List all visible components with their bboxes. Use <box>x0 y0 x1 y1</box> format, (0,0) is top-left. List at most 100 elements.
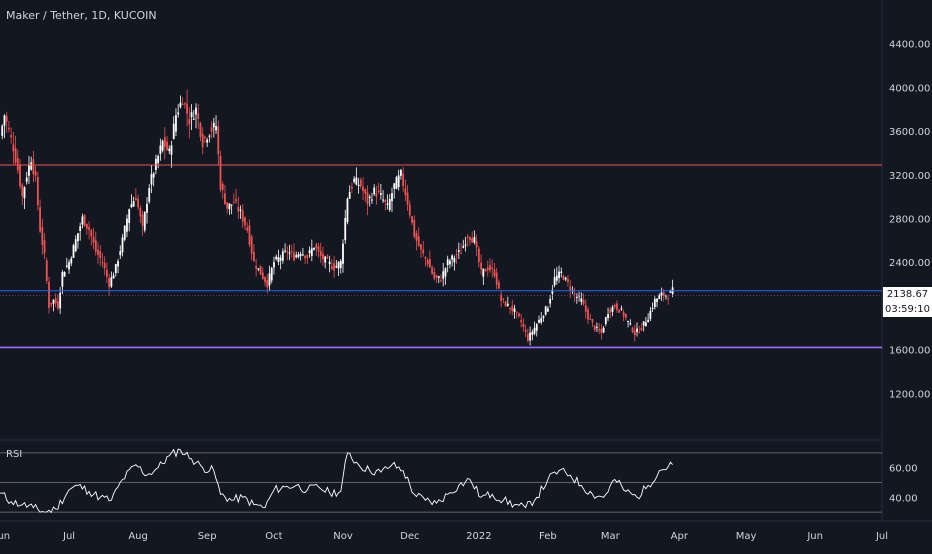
candle-body <box>14 148 17 163</box>
candle-body <box>547 308 549 312</box>
candle-body <box>636 328 638 332</box>
candle-body <box>204 136 206 139</box>
candle-body <box>313 247 315 250</box>
candle-body <box>633 330 636 335</box>
time-axis-tick-label: Feb <box>539 531 557 542</box>
candle-body <box>232 201 235 203</box>
time-axis-tick-label: May <box>736 531 757 542</box>
candle-body <box>330 266 333 269</box>
candle-body <box>277 257 280 263</box>
time-axis-tick-label: Jul <box>62 531 75 542</box>
candle-body <box>549 298 552 304</box>
candle-body <box>371 199 373 201</box>
candle-body <box>219 155 222 190</box>
candle-body <box>656 298 658 302</box>
candle-body <box>616 303 618 310</box>
candle-body <box>94 240 97 252</box>
candle-body <box>495 272 498 285</box>
candle-body <box>286 251 289 253</box>
candle-body <box>32 159 35 175</box>
candle-body <box>5 115 8 122</box>
candle-body <box>506 303 509 306</box>
candle-body <box>462 246 465 248</box>
candle-body <box>384 199 387 202</box>
candle-body <box>255 265 258 269</box>
candle-body <box>41 227 44 246</box>
candle-body <box>101 261 104 263</box>
candle-body <box>97 249 99 255</box>
candle-body <box>8 127 10 130</box>
candle-body <box>10 135 13 138</box>
price-axis-tick-label: 2400.00 <box>889 258 930 269</box>
candle-body <box>70 258 73 264</box>
candle-body <box>564 277 567 280</box>
candle-body <box>241 210 244 222</box>
candle-body <box>426 259 429 265</box>
candle-body <box>622 311 625 317</box>
candle-body <box>607 314 609 318</box>
candle-body <box>531 331 534 335</box>
candle-body <box>322 253 324 260</box>
candle-body <box>446 259 449 266</box>
candle-body <box>455 254 458 256</box>
candle-body <box>197 113 200 120</box>
candle-body <box>649 310 652 320</box>
candle-body <box>660 292 663 296</box>
candle-body <box>444 268 447 277</box>
candle-body <box>81 216 84 225</box>
time-axis-tick-label: 2022 <box>466 531 491 542</box>
candle-body <box>237 206 240 212</box>
candle-body <box>422 249 425 254</box>
candle-body <box>16 157 19 171</box>
candle-body <box>123 225 126 240</box>
candle-body <box>333 263 335 271</box>
candle-body <box>143 212 146 231</box>
candle-body <box>188 118 191 125</box>
candle-body <box>518 313 520 317</box>
candle-body <box>540 318 543 323</box>
candle-body <box>74 239 77 252</box>
candle-body <box>201 133 204 148</box>
candle-body <box>177 112 180 115</box>
candle-body <box>522 323 525 327</box>
candle-body <box>569 286 572 291</box>
candle-body <box>103 263 106 269</box>
candle-body <box>413 219 416 237</box>
candle-body <box>551 289 554 294</box>
candle-body <box>61 271 64 287</box>
candle-body <box>477 248 480 262</box>
candle-body <box>19 164 21 187</box>
candle-body <box>132 201 135 207</box>
rsi-axis-tick-label: 40.00 <box>889 493 918 504</box>
candle-body <box>63 272 66 277</box>
candle-body <box>351 186 353 189</box>
candle-body <box>575 296 578 298</box>
candle-body <box>453 257 456 263</box>
price-axis-tick-label: 3600.00 <box>889 127 930 138</box>
candle-body <box>482 268 485 277</box>
candle-body <box>284 250 286 252</box>
candle-body <box>148 187 151 202</box>
candle-body <box>179 102 182 108</box>
candle-body <box>598 329 601 331</box>
candle-body <box>475 241 478 248</box>
candle-body <box>544 306 547 315</box>
current-price-badge: 2138.67 03:59:10 <box>882 287 932 317</box>
candle-body <box>560 271 563 273</box>
candle-body <box>152 173 155 178</box>
candle-body <box>382 199 384 201</box>
rsi-line <box>0 448 673 514</box>
candle-body <box>30 162 33 170</box>
candle-body <box>442 271 445 279</box>
price-axis-tick-label: 1600.00 <box>889 346 930 357</box>
candle-body <box>364 189 367 194</box>
time-axis-tick-label: Dec <box>400 531 419 542</box>
candle-body <box>226 202 229 209</box>
candle-body <box>431 267 433 274</box>
candle-body <box>471 238 474 243</box>
candle-body <box>134 198 137 201</box>
price-axis-tick-label: 1200.00 <box>889 389 930 400</box>
candle-body <box>489 264 491 271</box>
rsi-label: RSI <box>6 449 23 460</box>
